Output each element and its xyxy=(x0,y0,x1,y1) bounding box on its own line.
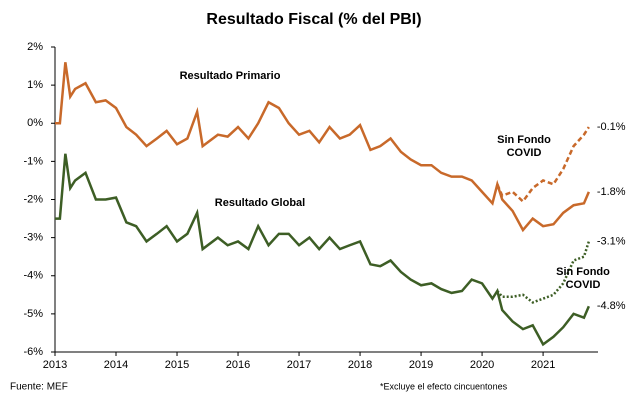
series-line xyxy=(496,126,590,204)
chart-title: Resultado Fiscal (% del PBI) xyxy=(206,11,421,28)
source: Fuente: MEF xyxy=(10,382,68,393)
x-tick-label: 2018 xyxy=(348,359,372,371)
series-label: Sin Fondo COVID xyxy=(556,266,610,291)
x-tick-label: 2017 xyxy=(287,359,311,371)
y-tick-label: -4% xyxy=(23,270,43,282)
end-label: -1.8% xyxy=(597,186,626,198)
y-tick-label: -6% xyxy=(23,346,43,358)
x-tick-label: 2014 xyxy=(104,359,128,371)
series-label: Resultado Global xyxy=(214,197,306,209)
end-label: -0.1% xyxy=(597,121,626,133)
y-tick-label: -2% xyxy=(23,193,43,205)
series-label: Resultado Primario xyxy=(179,70,281,82)
x-tick-label: 2021 xyxy=(531,359,555,371)
y-tick-label: 2% xyxy=(27,41,43,53)
y-tick-label: -5% xyxy=(23,308,43,320)
x-tick-label: 2019 xyxy=(409,359,433,371)
series-label: Sin Fondo COVID xyxy=(497,134,551,159)
x-tick-label: 2020 xyxy=(470,359,494,371)
y-tick-label: -3% xyxy=(23,232,43,244)
y-tick-label: -1% xyxy=(23,155,43,167)
y-tick-label: 1% xyxy=(27,79,43,91)
x-tick-label: 2013 xyxy=(43,359,67,371)
end-label: -3.1% xyxy=(597,235,626,247)
series-line xyxy=(55,153,590,347)
footnote: *Excluye el efecto cincuentones xyxy=(380,381,508,391)
end-label: -4.8% xyxy=(597,300,626,312)
y-tick-label: 0% xyxy=(27,117,43,129)
x-tick-label: 2015 xyxy=(165,359,189,371)
x-tick-label: 2016 xyxy=(226,359,250,371)
